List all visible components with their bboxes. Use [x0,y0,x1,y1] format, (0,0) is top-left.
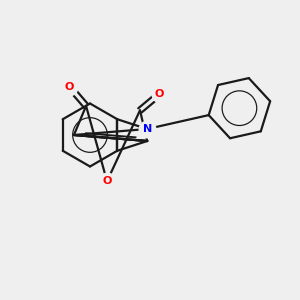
Text: N: N [142,124,152,134]
Text: O: O [65,82,74,92]
Text: O: O [102,176,112,186]
Text: O: O [155,89,164,99]
